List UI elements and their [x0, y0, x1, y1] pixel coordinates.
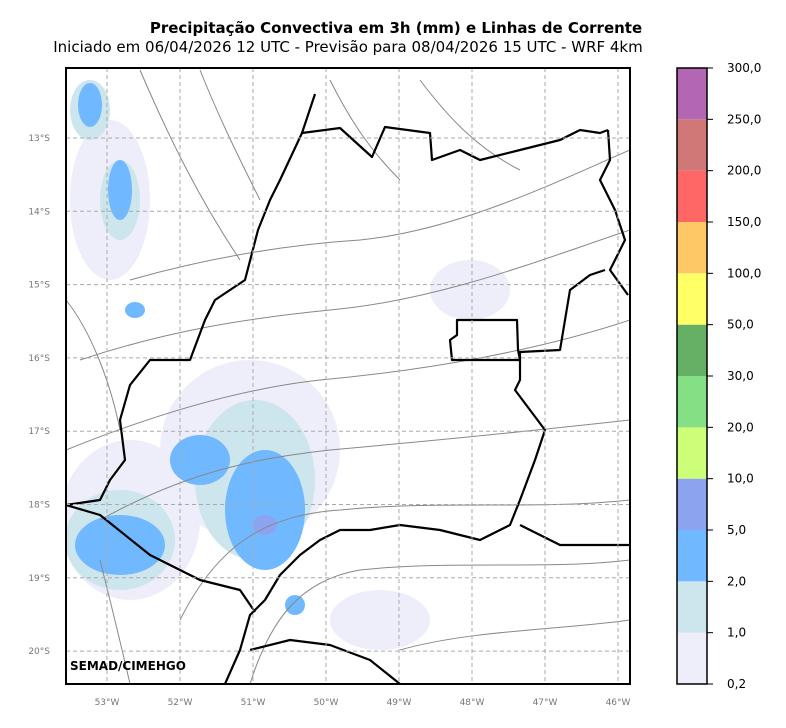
colorbar-segment: [677, 222, 707, 274]
longitude-label: 50°W: [314, 698, 339, 708]
borders: [66, 93, 630, 684]
latitude-label: 14°S: [28, 207, 50, 217]
colorbar-segment: [677, 119, 707, 171]
subtitle: Iniciado em 06/04/2026 12 UTC - Previsão…: [53, 38, 642, 56]
colorbar-segment: [677, 273, 707, 325]
credit: SEMAD/CIMEHGO: [70, 659, 186, 673]
colorbar-label: 150,0: [727, 215, 761, 229]
latitude-label: 19°S: [28, 574, 50, 584]
longitude-label: 52°W: [168, 698, 193, 708]
latitude-label: 18°S: [28, 501, 50, 511]
latitude-label: 13°S: [28, 134, 50, 144]
colorbar-label: 200,0: [727, 164, 761, 178]
colorbar-label: 30,0: [727, 369, 754, 383]
colorbar-label: 0,2: [727, 677, 746, 691]
colorbar-label: 5,0: [727, 523, 746, 537]
grid: [66, 68, 630, 684]
colorbar-segment: [677, 427, 707, 479]
longitude-label: 47°W: [533, 698, 558, 708]
colorbar-segment: [677, 530, 707, 582]
latitude-label: 20°S: [28, 647, 50, 657]
latitude-label: 15°S: [28, 281, 50, 291]
colorbar-segment: [677, 632, 707, 684]
colorbar-label: 2,0: [727, 574, 746, 588]
colorbar-label: 100,0: [727, 266, 761, 280]
latitude-label: 16°S: [28, 354, 50, 364]
colorbar-segment: [677, 581, 707, 633]
longitude-label: 49°W: [387, 698, 412, 708]
colorbar-label: 10,0: [727, 472, 754, 486]
colorbar-label: 300,0: [727, 61, 761, 75]
colorbar-label: 1,0: [727, 626, 746, 640]
colorbar-segment: [677, 170, 707, 222]
title: Precipitação Convectiva em 3h (mm) e Lin…: [150, 19, 642, 37]
colorbar-label: 20,0: [727, 420, 754, 434]
colorbar-segment: [677, 478, 707, 530]
longitude-label: 53°W: [95, 698, 120, 708]
longitude-label: 46°W: [606, 698, 631, 708]
colorbar-label: 250,0: [727, 112, 761, 126]
longitude-label: 51°W: [241, 698, 266, 708]
colorbar: 0,2 1,0 2,0 5,0 10,0 20,0 30,0 50,0 100,0 150,0 20…: [676, 61, 761, 691]
map-area: [66, 68, 630, 684]
map-frame: [65, 67, 631, 685]
colorbar-segment: [677, 68, 707, 120]
longitude-label: 48°W: [460, 698, 485, 708]
colorbar-label: 50,0: [727, 318, 754, 332]
colorbar-segment: [677, 376, 707, 428]
latitude-label: 17°S: [28, 427, 50, 437]
colorbar-segment: [677, 324, 707, 376]
